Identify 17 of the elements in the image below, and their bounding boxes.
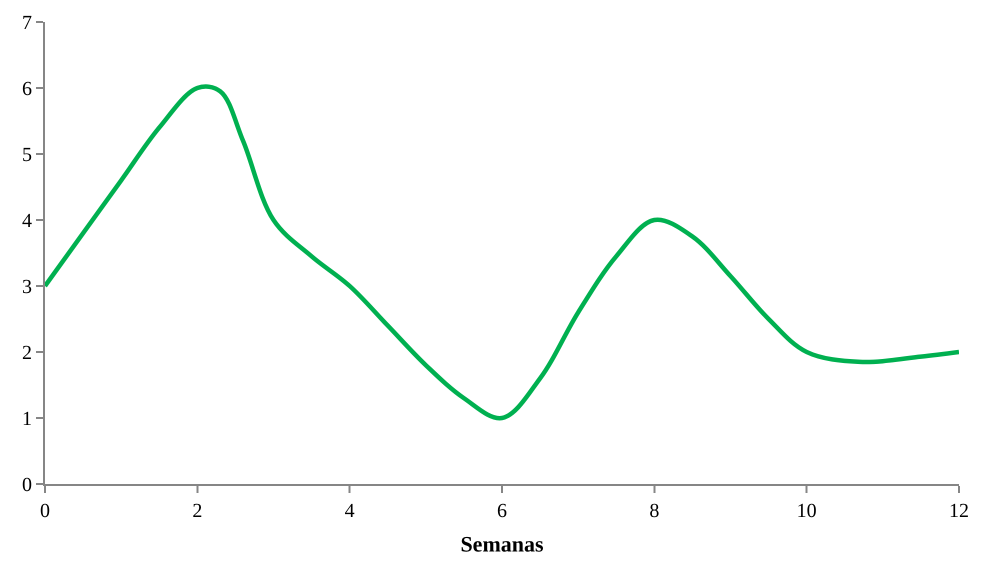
y-tick-label: 4 <box>22 210 32 232</box>
y-tick-label: 6 <box>22 78 32 100</box>
x-tick-label: 4 <box>344 500 355 522</box>
y-tick-label: 2 <box>22 342 32 364</box>
x-tick-label: 10 <box>796 500 817 522</box>
x-tick-label: 8 <box>649 500 660 522</box>
x-axis-title: Semanas <box>460 531 544 556</box>
line-series <box>45 85 959 420</box>
y-tick-label: 5 <box>22 144 32 166</box>
x-tick-label: 12 <box>949 500 969 522</box>
x-tick-label: 6 <box>497 500 507 522</box>
y-tick-label: 0 <box>22 474 32 496</box>
y-tick-label: 1 <box>22 408 32 430</box>
y-tick-label: 3 <box>22 276 32 298</box>
x-tick-label: 2 <box>192 500 202 522</box>
y-tick-label: 7 <box>22 12 32 34</box>
x-tick-label: 0 <box>40 500 50 522</box>
